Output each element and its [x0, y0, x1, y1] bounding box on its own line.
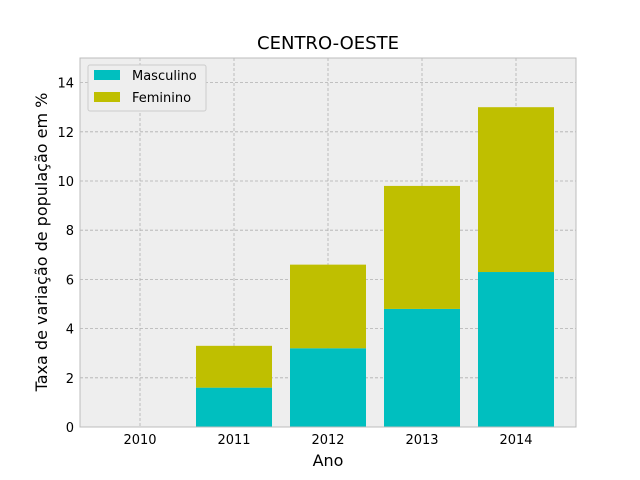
bar-feminino-2013 — [384, 185, 460, 309]
bar-feminino-2012 — [290, 264, 366, 349]
y-tick-label: 2 — [66, 372, 74, 387]
y-tick-label: 4 — [66, 323, 74, 338]
bar-feminino-2014 — [478, 107, 554, 273]
x-tick-label: 2013 — [405, 433, 438, 448]
legend: Masculino Feminino — [87, 64, 207, 112]
plot-frame — [79, 57, 577, 428]
legend-label-feminino: Feminino — [132, 91, 191, 106]
bars-group — [196, 107, 554, 427]
y-tick-label: 8 — [66, 224, 74, 239]
y-tick-label: 0 — [66, 421, 74, 436]
x-axis-label: Ano — [313, 451, 344, 470]
y-tick-label: 14 — [57, 77, 74, 92]
legend-swatch-feminino — [94, 92, 120, 102]
bar-masculino-2014 — [478, 272, 554, 427]
y-tick-labels: 0 2 4 6 8 10 12 14 — [57, 77, 74, 436]
legend-label-masculino: Masculino — [132, 69, 197, 84]
x-tick-label: 2011 — [217, 433, 250, 448]
y-axis-label: Taxa de variação de população em % — [32, 93, 51, 393]
y-tick-label: 12 — [57, 126, 74, 141]
bar-masculino-2013 — [384, 308, 460, 427]
legend-swatch-masculino — [94, 70, 120, 80]
bar-masculino-2012 — [290, 348, 366, 427]
x-tick-label: 2014 — [499, 433, 532, 448]
x-tick-labels: 2010 2011 2012 2013 2014 — [123, 433, 532, 448]
y-tick-label: 6 — [66, 273, 74, 288]
chart-title: CENTRO-OESTE — [257, 33, 399, 54]
x-tick-label: 2010 — [123, 433, 156, 448]
x-tick-label: 2012 — [311, 433, 344, 448]
bar-masculino-2011 — [196, 387, 272, 427]
y-tick-label: 10 — [57, 175, 74, 190]
bar-feminino-2011 — [196, 345, 272, 388]
